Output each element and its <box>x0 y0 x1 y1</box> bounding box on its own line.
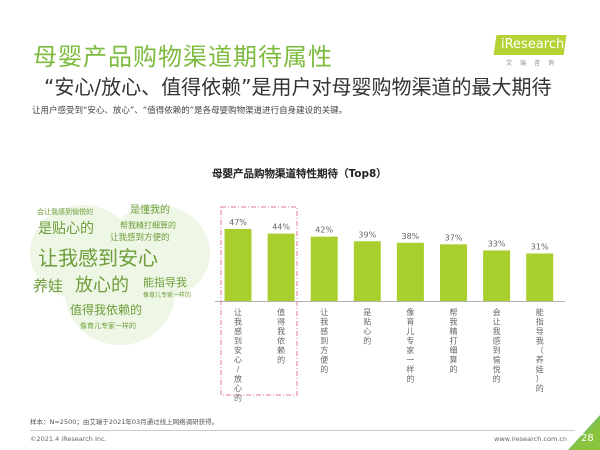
page-subtitle: “安心/放心、值得依赖”是用户对母婴购物渠道的最大期待 <box>44 75 552 99</box>
word-cloud: 会让我感到愉悦的 是懂我的 帮我精打细算的 是贴心的 让我感到方便的 让我感到安… <box>25 200 215 350</box>
chart-title: 母婴产品购物渠道特性期待（Top8） <box>212 168 387 180</box>
value-label: 42% <box>315 226 333 235</box>
word: 会让我感到愉悦的 <box>37 208 93 216</box>
category-label: 会让我感到愉悦的 <box>493 307 501 384</box>
value-label: 47% <box>229 218 247 227</box>
value-label: 38% <box>402 232 420 241</box>
value-label: 31% <box>531 243 549 252</box>
bar <box>440 244 467 301</box>
logo-subtext: 艾瑞咨询 <box>506 60 563 67</box>
page-title: 母婴产品购物渠道期待属性 <box>33 43 333 71</box>
category-label: 让我感到方便的 <box>320 307 328 374</box>
bar <box>483 250 511 301</box>
sample-note: 样本：N=2500；由艾瑞于2021年03月通过线上网络调研获得。 <box>30 418 219 426</box>
bar <box>267 233 295 301</box>
copyright: ©2021.4 iResearch Inc. <box>30 435 107 443</box>
bar <box>224 229 252 301</box>
category-label: 帮我精打细算的 <box>450 307 458 374</box>
word: 让我感到方便的 <box>110 233 170 243</box>
value-label: 33% <box>488 239 506 248</box>
category-label: 像育儿专家一样的 <box>406 307 414 384</box>
bar <box>310 236 338 301</box>
word: 让我感到安心 <box>38 246 158 270</box>
value-label: 44% <box>272 223 290 232</box>
word: 是懂我的 <box>130 205 170 216</box>
page-description: 让用户感受到“安心、放心”、“值得依赖的”是各母婴购物渠道进行自身建设的关键。 <box>32 106 348 116</box>
bar <box>396 242 424 301</box>
highlight-box <box>220 206 298 396</box>
category-label: 能指导我（养娃）的 <box>536 307 544 393</box>
category-label: 值得我依赖的 <box>277 307 285 365</box>
word: 能指导我 <box>143 276 187 289</box>
bar <box>526 253 554 301</box>
value-label: 37% <box>445 233 463 242</box>
website-url: www.iresearch.com.cn <box>494 435 568 443</box>
category-label: 让我感到安心/放心的 <box>234 307 242 403</box>
word: 值得我依赖的 <box>70 303 143 317</box>
footer-divider <box>30 430 575 431</box>
bar <box>353 241 381 301</box>
category-label: 是贴心的 <box>363 308 371 346</box>
page-number: 28 <box>581 433 594 444</box>
word: 放心的 <box>75 275 129 296</box>
value-label: 39% <box>358 230 376 239</box>
word: 像育儿专家一样的 <box>143 292 192 299</box>
word: 像育儿专家一样的 <box>80 322 136 330</box>
word: 是贴心的 <box>38 221 94 237</box>
word: 养娃 <box>33 277 64 295</box>
word: 帮我精打细算的 <box>120 221 176 230</box>
